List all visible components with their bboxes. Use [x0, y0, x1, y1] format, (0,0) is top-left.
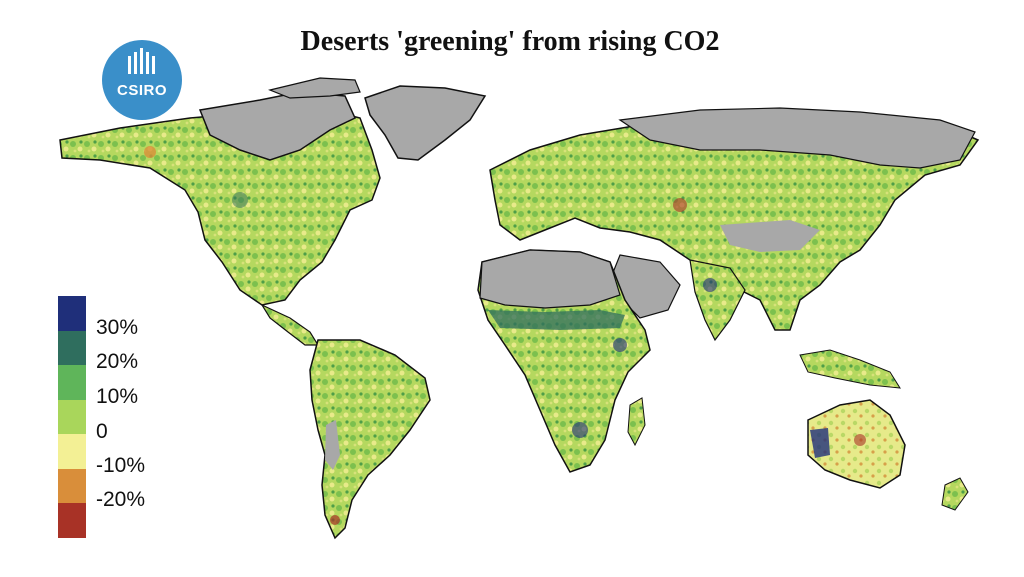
sahel-band [488, 310, 625, 330]
sahara-gray [479, 249, 621, 309]
arctic-islands [268, 77, 361, 99]
legend-swatch-2 [58, 330, 86, 365]
legend-swatch-7 [58, 503, 86, 538]
drought-spot [673, 198, 687, 212]
greening-spot [232, 192, 248, 208]
legend-swatch-1 [58, 296, 86, 331]
india [689, 259, 746, 342]
legend-swatch-3 [58, 365, 86, 400]
legend-label: 10% [96, 385, 139, 408]
legend-swatch-5 [58, 434, 86, 469]
greening-spot [703, 278, 717, 292]
legend-label: 30% [96, 316, 139, 339]
map-title: Deserts 'greening' from rising CO2 [300, 26, 720, 57]
drought-spot [854, 434, 866, 446]
csiro-logo: CSIRO [100, 38, 184, 122]
legend-label: -10% [96, 454, 146, 477]
legend-label: 20% [96, 350, 139, 373]
new-zealand [941, 477, 969, 511]
siberia-gray [618, 107, 976, 169]
se-asia-islands [799, 349, 901, 389]
greenland [364, 85, 487, 161]
legend: 30% 20% 10% 0 -10% -20% [58, 296, 168, 538]
logo-text: CSIRO [116, 82, 167, 99]
drought-spot [144, 146, 156, 158]
asia-desert-gray [720, 220, 820, 252]
central-america [260, 303, 320, 346]
legend-swatch-4 [58, 399, 86, 434]
greening-spot [572, 422, 588, 438]
drought-spot [330, 515, 340, 525]
andes-gray [325, 420, 340, 470]
legend-swatch-6 [58, 468, 86, 503]
legend-label: -20% [96, 488, 146, 511]
madagascar [627, 397, 646, 447]
greening-spot [613, 338, 627, 352]
australia-west-dark [810, 428, 830, 458]
legend-label: 0 [96, 420, 108, 443]
south-america [309, 339, 431, 540]
